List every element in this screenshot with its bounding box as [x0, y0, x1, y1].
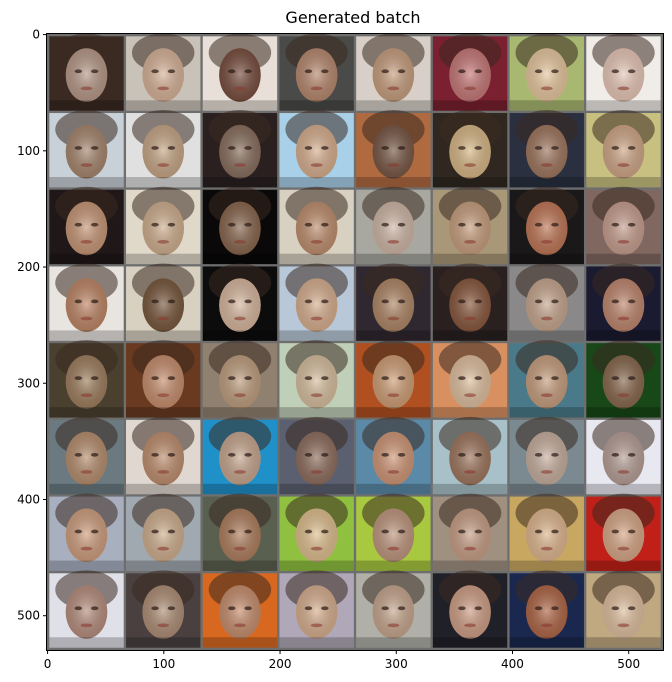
- y-tick-label: 300: [17, 376, 40, 390]
- image-tile: [586, 33, 661, 111]
- image-tile: [202, 416, 278, 495]
- image-tile: [279, 570, 354, 648]
- y-tick-label: 0: [32, 28, 40, 42]
- image-tile: [279, 416, 354, 495]
- image-tile: [202, 263, 278, 341]
- image-tile: [202, 493, 278, 571]
- image-tile: [432, 493, 508, 571]
- chart-title: Generated batch: [285, 8, 420, 27]
- image-tile: [356, 340, 431, 418]
- image-tile: [126, 340, 201, 418]
- image-tile: [509, 110, 584, 188]
- image-tile: [586, 570, 661, 648]
- image-tile: [432, 186, 508, 265]
- image-tile: [49, 416, 124, 495]
- x-tick-label: 300: [385, 657, 408, 671]
- image-tile: [126, 493, 201, 571]
- image-tile: [432, 110, 508, 188]
- y-tick-label: 200: [17, 260, 40, 274]
- image-tile: [279, 110, 354, 188]
- image-tile: [356, 186, 431, 265]
- image-tile: [432, 570, 508, 648]
- image-tile: [356, 263, 431, 341]
- image-tile: [432, 340, 508, 418]
- image-tile: [126, 263, 201, 341]
- image-tile: [509, 493, 584, 571]
- image-tile: [202, 186, 278, 265]
- image-tile: [202, 340, 278, 418]
- image-tile: [49, 263, 124, 341]
- image-tile: [356, 416, 431, 495]
- image-tile: [126, 570, 201, 648]
- image-tile: [49, 493, 124, 571]
- image-tile: [49, 33, 124, 111]
- x-axis: 0 100 200 300 400 500: [44, 650, 640, 671]
- image-tile: [586, 186, 661, 265]
- image-tile: [49, 340, 124, 418]
- image-tile: [509, 570, 584, 648]
- image-tile: [279, 493, 354, 571]
- image-tile: [586, 263, 661, 341]
- image-tile: [202, 110, 278, 188]
- image-tile: [509, 416, 584, 495]
- image-tile: [356, 33, 431, 111]
- image-tile: [432, 416, 508, 495]
- x-tick-label: 0: [44, 657, 52, 671]
- image-tile: [279, 33, 354, 111]
- image-tile: [432, 263, 508, 341]
- image-tile: [126, 186, 201, 265]
- image-tile: [49, 570, 124, 648]
- image-tile: [279, 340, 354, 418]
- image-tile: [509, 33, 584, 111]
- image-tile: [509, 340, 584, 418]
- image-tile: [49, 186, 124, 265]
- image-tile: [509, 186, 584, 265]
- image-tile: [586, 493, 661, 571]
- image-tile: [49, 110, 124, 188]
- plot-frame: [46, 33, 664, 651]
- image-tile: [126, 110, 201, 188]
- y-axis: 0 100 200 300 400 500: [17, 28, 47, 623]
- x-tick-label: 400: [501, 657, 524, 671]
- image-grid: [47, 33, 663, 650]
- image-tile: [586, 340, 661, 418]
- image-tile: [126, 33, 201, 111]
- y-tick-label: 500: [17, 609, 40, 623]
- image-tile: [586, 416, 661, 495]
- x-tick-label: 200: [269, 657, 292, 671]
- image-tile: [432, 33, 508, 111]
- image-tile: [202, 570, 278, 648]
- y-tick-label: 100: [17, 144, 40, 158]
- image-tile: [356, 110, 431, 188]
- image-tile: [202, 33, 278, 111]
- image-tile: [586, 110, 661, 188]
- image-tile: [279, 186, 354, 265]
- image-tile: [126, 416, 201, 495]
- image-tile: [279, 263, 354, 341]
- y-tick-label: 400: [17, 492, 40, 506]
- x-tick-label: 100: [152, 657, 175, 671]
- image-tile: [356, 493, 431, 571]
- image-tile: [509, 263, 584, 341]
- image-tile: [356, 570, 431, 648]
- x-tick-label: 500: [617, 657, 640, 671]
